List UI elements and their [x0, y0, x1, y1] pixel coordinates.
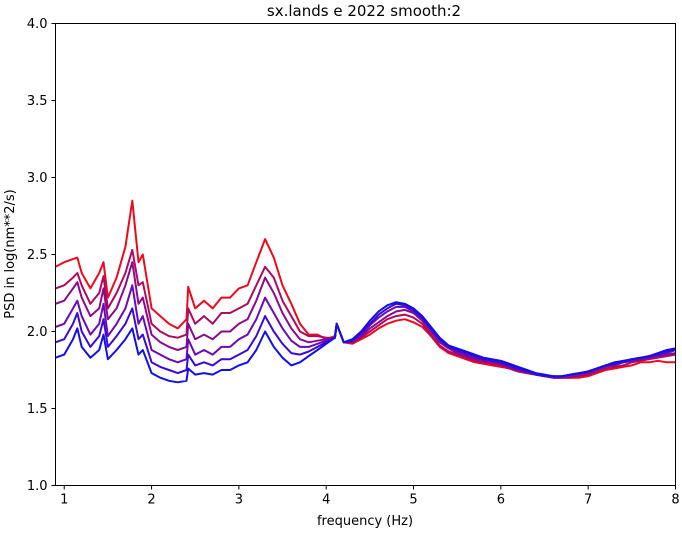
x-tick-label: 1	[60, 493, 68, 508]
y-tick-label: 3.0	[27, 171, 48, 186]
x-tick-label: 7	[584, 493, 592, 508]
x-tick-label: 2	[147, 493, 155, 508]
series-line-6	[55, 301, 676, 384]
y-tick-label: 3.5	[27, 94, 48, 109]
series-layer	[55, 199, 676, 384]
series-line-3	[55, 261, 676, 379]
y-tick-label: 2.5	[27, 248, 48, 263]
x-tick-label: 4	[322, 493, 330, 508]
x-tick-label: 3	[235, 493, 243, 508]
plot-frame	[55, 23, 676, 486]
y-tick-label: 1.0	[27, 479, 48, 494]
x-tick-label: 5	[409, 493, 417, 508]
x-tick-label: 8	[671, 493, 679, 508]
y-axis-label: PSD in log(nm**2/s)	[3, 189, 18, 319]
x-axis-label: frequency (Hz)	[317, 514, 413, 529]
axis-layer: 1 2 3 4 5 6 7 8 1.0 1.5 2.0 2.5 3.0 3.5 4.0	[27, 17, 680, 508]
y-tick-label: 2.0	[27, 325, 48, 340]
chart-title: sx.lands e 2022 smooth:2	[267, 2, 461, 20]
series-line-2	[55, 248, 676, 379]
x-tick-label: 6	[497, 493, 505, 508]
y-tick-label: 4.0	[27, 17, 48, 32]
y-tick-label: 1.5	[27, 402, 48, 417]
